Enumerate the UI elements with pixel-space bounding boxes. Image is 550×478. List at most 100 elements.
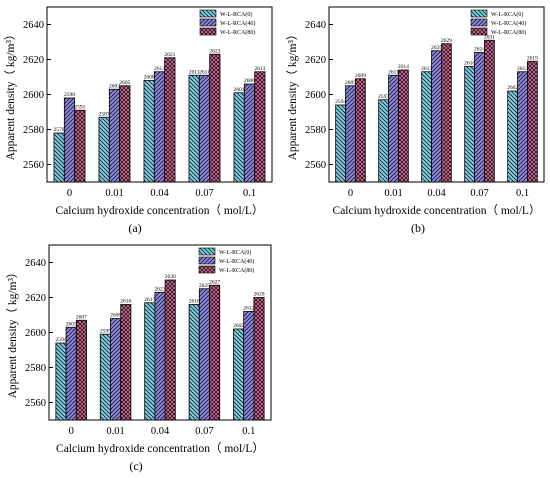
x-tick-label: 0.04 xyxy=(150,188,169,199)
y-tick-label: 2560 xyxy=(305,160,326,171)
x-tick-label: 0.07 xyxy=(195,188,213,199)
bar xyxy=(53,132,65,183)
y-tick-label: 2620 xyxy=(25,293,46,304)
bar xyxy=(209,53,221,183)
bar xyxy=(233,328,245,421)
legend-swatch xyxy=(198,247,216,256)
data-label: 2627 xyxy=(209,279,220,285)
data-label: 2613 xyxy=(154,66,165,72)
bar xyxy=(188,304,200,421)
data-label: 2629 xyxy=(441,38,452,44)
bar xyxy=(431,50,442,183)
bar xyxy=(243,311,255,421)
data-label: 2602 xyxy=(233,323,244,329)
y-tick-label: 2580 xyxy=(23,125,44,136)
y-tick-label: 2620 xyxy=(305,55,326,66)
data-label: 2613 xyxy=(421,66,432,72)
data-label: 2598 xyxy=(64,92,75,98)
y-tick-label: 2640 xyxy=(25,258,46,269)
legend-label: W-L-RCA(80) xyxy=(219,267,254,274)
data-label: 2607 xyxy=(76,314,87,320)
data-label: 2597 xyxy=(378,94,389,100)
data-label: 2625 xyxy=(199,283,210,289)
bar xyxy=(74,109,86,183)
legend-swatch xyxy=(198,265,216,274)
x-tick-label: 0.01 xyxy=(106,426,124,437)
legend-swatch xyxy=(470,9,488,18)
data-label: 2613 xyxy=(254,66,265,72)
legend-label: W-L-RCA(0) xyxy=(219,249,251,256)
y-tick-label: 2640 xyxy=(305,20,326,31)
y-tick-label: 2600 xyxy=(25,328,46,339)
data-label: 2605 xyxy=(119,80,130,86)
data-label: 2625 xyxy=(431,45,442,51)
data-label: 2631 xyxy=(484,34,495,40)
data-label: 2612 xyxy=(243,306,254,312)
y-axis-label: Apparent density（ kg/m³） xyxy=(6,267,19,399)
x-tick-label: 0.04 xyxy=(427,188,446,199)
y-tick-label: 2580 xyxy=(305,125,326,136)
x-tick-label: 0 xyxy=(69,426,74,437)
y-tick-label: 2600 xyxy=(23,90,44,101)
x-tick-label: 0.01 xyxy=(105,188,123,199)
bar xyxy=(144,302,156,421)
data-label: 2591 xyxy=(74,104,85,110)
x-axis-label: Calcium hydroxide concentration（ mol/L） xyxy=(56,204,264,217)
data-label: 2623 xyxy=(155,286,166,292)
bar xyxy=(464,66,475,183)
bar xyxy=(198,74,211,183)
data-label: 2616 xyxy=(464,61,475,67)
data-label: 2601 xyxy=(234,87,245,93)
legend-swatch xyxy=(199,18,217,27)
bar xyxy=(421,71,432,183)
data-label: 2616 xyxy=(120,299,131,305)
legend-swatch xyxy=(199,9,217,18)
x-tick-label: 0 xyxy=(348,188,353,199)
data-label: 2578 xyxy=(54,127,65,133)
bar xyxy=(345,85,356,183)
y-axis-label: Apparent density（ kg/m³） xyxy=(4,29,17,161)
data-label: 2616 xyxy=(189,299,200,305)
y-tick-label: 2600 xyxy=(305,90,326,101)
bar xyxy=(517,71,528,183)
data-label: 2624 xyxy=(474,47,485,53)
bar xyxy=(474,52,485,183)
bar xyxy=(119,85,131,183)
y-tick-label: 2640 xyxy=(23,20,44,31)
bar xyxy=(254,71,266,183)
bar xyxy=(198,288,210,421)
bar xyxy=(398,69,409,183)
chart-panel-2: 2560 2580 2600 2620 2640 Apparent density（ kg… xyxy=(6,244,272,473)
bar xyxy=(378,99,389,183)
panel-label: (c) xyxy=(129,459,142,473)
panel-label: (a) xyxy=(128,221,141,235)
data-label: 2603 xyxy=(109,83,120,89)
x-axis-label: Calcium hydroxide concentration（ mol/L） xyxy=(56,442,264,455)
chart-panel-0: 2560 2580 2600 2620 2640 Apparent density（ kg… xyxy=(4,6,273,235)
bar xyxy=(164,279,176,421)
bar xyxy=(441,43,452,183)
data-label: 2609 xyxy=(355,73,366,79)
legend-label: W-L-RCA(80) xyxy=(220,29,255,36)
data-label: 2621 xyxy=(164,52,175,58)
y-tick-label: 2620 xyxy=(23,55,44,66)
bar xyxy=(110,318,122,421)
bar xyxy=(164,57,176,183)
bar xyxy=(153,71,166,183)
legend-swatch xyxy=(470,18,488,27)
data-label: 2620 xyxy=(254,292,265,298)
y-tick-label: 2580 xyxy=(25,363,46,374)
bar xyxy=(55,342,67,421)
bar xyxy=(75,319,87,421)
data-label: 2630 xyxy=(165,274,176,280)
data-label: 2613 xyxy=(517,66,528,72)
bar xyxy=(143,80,155,183)
legend-label: W-L-RCA(0) xyxy=(220,11,252,18)
data-label: 2594 xyxy=(55,337,66,343)
legend-swatch xyxy=(198,256,216,265)
y-tick-label: 2560 xyxy=(23,160,44,171)
y-tick-label: 2560 xyxy=(25,398,46,409)
bar xyxy=(233,92,245,183)
chart-panel-1: 2560 2580 2600 2620 2640 Apparent density（ kg… xyxy=(286,6,545,235)
data-label: 2614 xyxy=(398,64,409,70)
